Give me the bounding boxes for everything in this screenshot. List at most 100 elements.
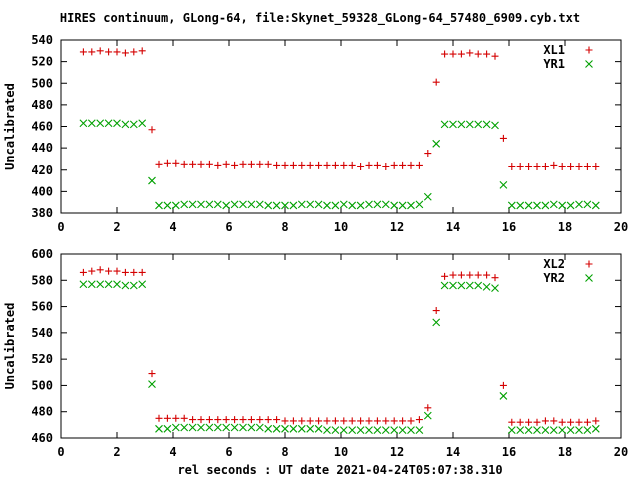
data-point-yr2: [297, 424, 306, 433]
data-point-yr2: [381, 426, 390, 435]
data-point-xl1: [205, 160, 213, 168]
data-point-yr1: [583, 200, 592, 209]
data-point-yr1: [306, 200, 315, 209]
data-point-yr2: [449, 281, 457, 290]
data-point-yr1: [163, 201, 172, 210]
data-point-xl2: [365, 417, 373, 425]
data-point-yr1: [457, 120, 466, 129]
data-point-xl1: [424, 150, 432, 158]
data-point-xl1: [105, 48, 113, 56]
data-point-yr1: [449, 120, 457, 129]
data-point-yr2: [516, 426, 525, 435]
data-point-xl1: [592, 163, 600, 171]
data-point-yr2: [213, 423, 222, 432]
data-point-yr1: [205, 200, 214, 209]
data-point-yr2: [264, 424, 273, 433]
data-point-yr2: [407, 426, 415, 435]
data-point-xl2: [130, 268, 138, 276]
data-point-yr2: [171, 423, 180, 432]
data-point-xl2: [205, 416, 213, 424]
x-tick-label: 10: [334, 220, 348, 234]
data-point-yr1: [415, 200, 424, 209]
data-point-xl1: [407, 161, 415, 169]
data-point-yr1: [197, 200, 205, 209]
data-point-xl1: [390, 161, 398, 169]
data-point-xl2: [231, 416, 239, 424]
data-point-xl2: [264, 416, 272, 424]
data-point-yr1: [331, 201, 340, 210]
legend-label-xl1: XL1: [543, 43, 565, 57]
data-point-xl2: [163, 414, 171, 422]
data-point-xl1: [148, 126, 156, 134]
data-point-yr2: [255, 423, 264, 432]
y-tick-label: 540: [31, 326, 53, 340]
data-point-xl2: [222, 416, 230, 424]
data-point-xl2: [432, 307, 440, 315]
data-point-xl2: [457, 271, 465, 279]
data-point-xl1: [508, 163, 516, 171]
data-point-xl1: [449, 50, 457, 58]
data-point-yr2: [230, 423, 239, 432]
data-point-yr1: [247, 200, 256, 209]
data-point-yr1: [356, 201, 365, 210]
y-tick-label: 420: [31, 163, 53, 177]
data-point-xl2: [96, 266, 104, 274]
data-point-xl2: [407, 417, 415, 425]
x-tick-label: 0: [57, 220, 64, 234]
data-point-xl1: [306, 161, 314, 169]
x-tick-label: 4: [169, 220, 176, 234]
data-point-xl2: [298, 417, 306, 425]
data-point-yr1: [239, 200, 247, 209]
data-point-xl1: [214, 161, 222, 169]
data-point-yr1: [272, 201, 281, 210]
data-point-yr2: [113, 280, 121, 289]
data-point-yr1: [491, 121, 499, 130]
data-point-yr1: [297, 200, 306, 209]
data-point-xl1: [130, 48, 138, 56]
data-point-yr1: [533, 201, 541, 210]
legend-marker-xl2: [585, 260, 593, 268]
data-point-xl1: [357, 163, 365, 171]
data-point-xl1: [575, 163, 583, 171]
data-point-xl2: [533, 418, 541, 426]
y-tick-label: 540: [31, 33, 53, 47]
data-point-xl2: [483, 271, 491, 279]
y-tick-label: 460: [31, 120, 53, 134]
data-point-xl2: [558, 418, 566, 426]
data-point-xl1: [163, 159, 171, 167]
data-point-yr2: [583, 426, 592, 435]
x-tick-label: 14: [446, 220, 460, 234]
data-point-xl1: [491, 52, 499, 60]
data-point-yr2: [129, 281, 138, 290]
data-point-xl1: [239, 160, 247, 168]
x-tick-label: 2: [113, 220, 120, 234]
data-point-yr2: [575, 426, 583, 435]
y-tick-label: 400: [31, 184, 53, 198]
data-point-xl2: [306, 417, 314, 425]
x-tick-label: 8: [281, 220, 288, 234]
data-point-yr2: [558, 426, 567, 435]
data-point-xl1: [256, 160, 264, 168]
data-point-xl2: [390, 417, 398, 425]
data-point-xl1: [331, 161, 339, 169]
data-point-yr2: [373, 426, 382, 435]
x-axis-label: rel seconds : UT date 2021-04-24T05:07:3…: [177, 463, 503, 477]
x-tick-label: 16: [502, 445, 516, 459]
y-tick-label: 500: [31, 378, 53, 392]
data-point-xl2: [348, 417, 356, 425]
data-point-yr1: [289, 201, 298, 210]
data-point-yr1: [222, 201, 231, 210]
data-point-xl1: [558, 163, 566, 171]
data-point-yr1: [381, 200, 390, 209]
data-point-yr2: [314, 424, 323, 433]
legend-marker-yr2: [585, 274, 593, 282]
data-point-yr1: [113, 119, 121, 128]
data-point-xl1: [432, 78, 440, 86]
data-point-yr2: [491, 284, 499, 293]
data-point-xl1: [441, 50, 449, 58]
data-point-xl2: [550, 417, 558, 425]
data-point-xl2: [323, 417, 331, 425]
data-point-yr2: [87, 280, 96, 289]
data-point-xl2: [525, 418, 533, 426]
y-tick-label: 460: [31, 431, 53, 445]
